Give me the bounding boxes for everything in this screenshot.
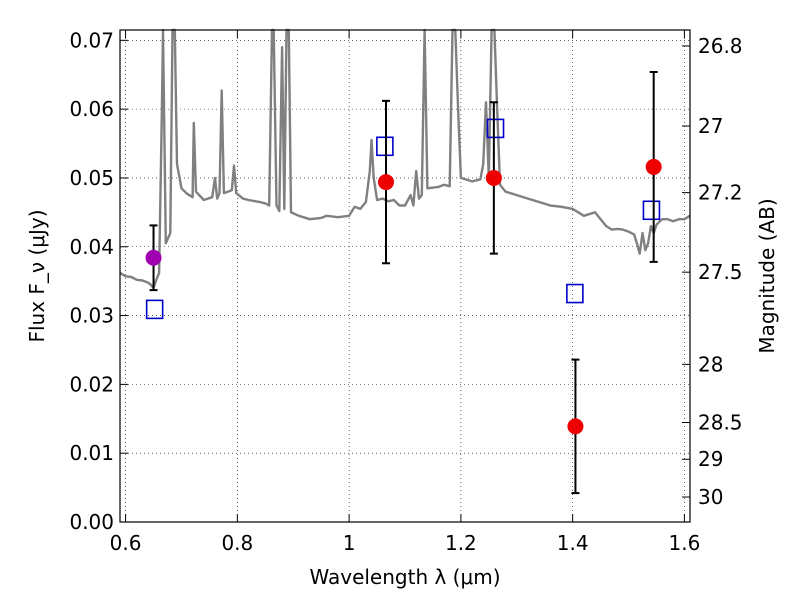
y-tick-label: 0.04 bbox=[69, 235, 114, 259]
y2-tick-label: 30 bbox=[698, 485, 723, 509]
plot-frame bbox=[119, 29, 691, 523]
x-axis-label: Wavelength λ (μm) bbox=[309, 565, 500, 589]
y-tick-label: 0.00 bbox=[69, 510, 114, 534]
model-flux-square bbox=[486, 118, 505, 139]
x-tick-label: 1.4 bbox=[557, 531, 589, 555]
y-tick-label: 0.05 bbox=[69, 166, 114, 190]
y2-tick-label: 27.2 bbox=[698, 181, 743, 205]
model-flux-square bbox=[642, 200, 661, 221]
model-spectrum-line bbox=[119, 28, 691, 290]
model-flux-square bbox=[376, 136, 394, 157]
y2-tick-label: 27.5 bbox=[698, 260, 743, 284]
y-tick-label: 0.02 bbox=[69, 372, 114, 396]
observed-flux-point bbox=[145, 249, 162, 266]
y2-tick-label: 26.8 bbox=[698, 34, 743, 58]
grid bbox=[120, 30, 690, 523]
x-tick-label: 0.8 bbox=[221, 531, 253, 555]
x-tick-label: 1.6 bbox=[669, 531, 701, 555]
observed-flux-point bbox=[378, 174, 394, 191]
ticks: 0.6 0.8 1 1.2 1.4 1.6 0.00 0.01 0.02 0.03 0.04 0.05… bbox=[69, 28, 742, 555]
x-tick-label: 1.2 bbox=[445, 531, 477, 555]
observed-flux-point bbox=[645, 158, 662, 175]
y2-tick-label: 28.5 bbox=[698, 411, 743, 435]
y-tick-label: 0.07 bbox=[69, 28, 114, 52]
observed-flux-point bbox=[485, 169, 502, 186]
y-tick-label: 0.01 bbox=[69, 441, 114, 465]
y-tick-label: 0.06 bbox=[69, 97, 114, 121]
model-spectrum bbox=[119, 28, 691, 290]
x-tick-label: 0.6 bbox=[110, 531, 142, 555]
model-flux-square bbox=[145, 299, 164, 320]
x-tick-label: 1 bbox=[343, 531, 356, 555]
y-axis-label: Flux F_ν (μJy) bbox=[25, 209, 49, 342]
data-points bbox=[145, 70, 662, 495]
y2-tick-label: 28 bbox=[698, 352, 723, 376]
y2-tick-label: 29 bbox=[698, 447, 723, 471]
y2-axis-label: Magnitude (AB) bbox=[755, 198, 779, 353]
y-tick-label: 0.03 bbox=[69, 304, 114, 328]
y2-tick-label: 27 bbox=[698, 114, 723, 138]
model-flux-square bbox=[566, 283, 584, 304]
observed-flux-point bbox=[567, 418, 584, 435]
